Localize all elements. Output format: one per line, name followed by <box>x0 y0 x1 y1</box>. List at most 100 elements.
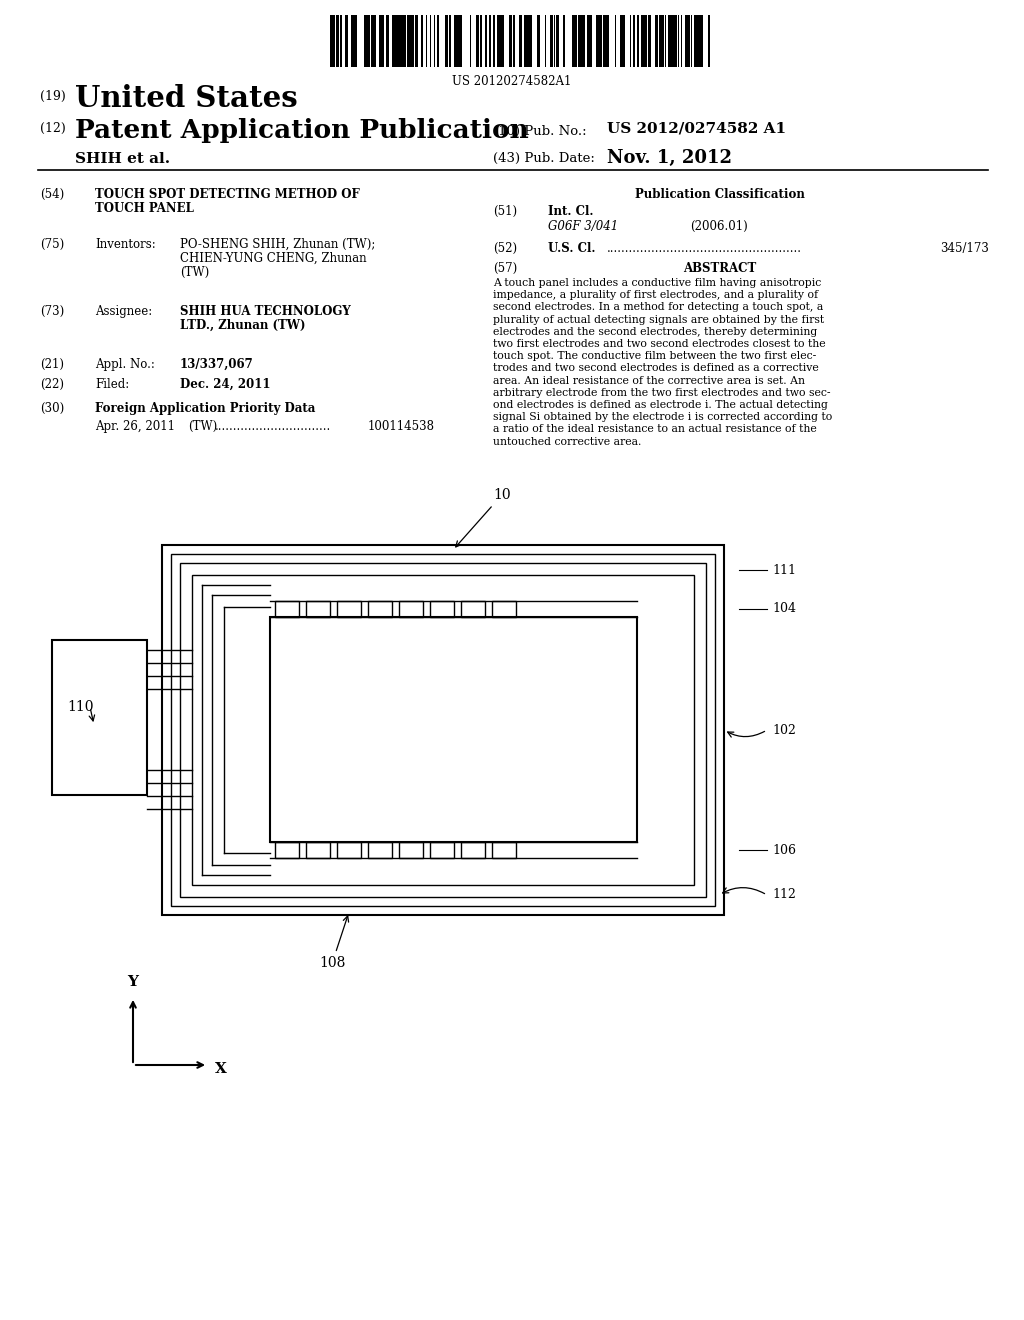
Bar <box>670 15 673 67</box>
Bar <box>461 601 485 616</box>
Bar <box>337 842 361 858</box>
Bar <box>460 15 462 67</box>
Bar <box>485 15 487 67</box>
Text: ABSTRACT: ABSTRACT <box>683 261 757 275</box>
Text: (12): (12) <box>40 121 66 135</box>
Text: (52): (52) <box>493 242 517 255</box>
Text: Y: Y <box>128 975 138 989</box>
Bar <box>403 15 406 67</box>
Text: G06F 3/041: G06F 3/041 <box>548 220 618 234</box>
Bar <box>373 15 376 67</box>
Bar <box>524 15 526 67</box>
Text: (51): (51) <box>493 205 517 218</box>
Bar <box>563 15 565 67</box>
Text: (TW): (TW) <box>180 267 209 279</box>
Text: (2006.01): (2006.01) <box>690 220 748 234</box>
Bar <box>509 15 512 67</box>
Bar <box>492 601 516 616</box>
Bar <box>579 15 581 67</box>
Text: two first electrodes and two second electrodes closest to the: two first electrodes and two second elec… <box>493 339 825 348</box>
Bar <box>606 15 608 67</box>
Text: 110: 110 <box>67 700 93 714</box>
Text: TOUCH SPOT DETECTING METHOD OF: TOUCH SPOT DETECTING METHOD OF <box>95 187 359 201</box>
Bar <box>550 15 553 67</box>
Bar <box>382 15 384 67</box>
Bar <box>399 15 401 67</box>
Bar <box>306 842 330 858</box>
Text: (43) Pub. Date:: (43) Pub. Date: <box>493 152 595 165</box>
Text: Appl. No.:: Appl. No.: <box>95 358 155 371</box>
Bar <box>649 15 651 67</box>
Bar <box>476 15 479 67</box>
Bar <box>399 842 423 858</box>
Text: Filed:: Filed: <box>95 378 129 391</box>
Bar <box>345 15 347 67</box>
Text: SHIH et al.: SHIH et al. <box>75 152 170 166</box>
Text: (75): (75) <box>40 238 65 251</box>
Text: A touch panel includes a conductive film having anisotropic: A touch panel includes a conductive film… <box>493 279 821 288</box>
Bar <box>270 616 637 842</box>
Bar <box>519 15 521 67</box>
Text: ....................................................: ........................................… <box>607 242 802 255</box>
Bar <box>461 842 485 858</box>
Text: (10) Pub. No.:: (10) Pub. No.: <box>493 125 587 139</box>
Bar <box>399 601 423 616</box>
Text: TOUCH PANEL: TOUCH PANEL <box>95 202 194 215</box>
Bar <box>407 15 409 67</box>
Text: Inventors:: Inventors: <box>95 238 156 251</box>
Text: LTD., Zhunan (TW): LTD., Zhunan (TW) <box>180 319 305 333</box>
Bar <box>596 15 599 67</box>
Bar <box>502 15 504 67</box>
Text: (73): (73) <box>40 305 65 318</box>
Bar <box>582 15 585 67</box>
Bar <box>493 15 495 67</box>
Bar <box>687 15 690 67</box>
Text: (22): (22) <box>40 378 63 391</box>
Text: second electrodes. In a method for detecting a touch spot, a: second electrodes. In a method for detec… <box>493 302 823 313</box>
Bar <box>52 640 147 795</box>
Bar <box>458 15 460 67</box>
Bar <box>368 842 392 858</box>
Bar <box>662 15 664 67</box>
Bar <box>430 601 454 616</box>
Bar <box>306 601 330 616</box>
Bar <box>171 554 715 906</box>
Bar <box>337 15 339 67</box>
Bar <box>180 564 706 898</box>
Text: (21): (21) <box>40 358 63 371</box>
Bar <box>538 15 540 67</box>
Text: impedance, a plurality of first electrodes, and a plurality of: impedance, a plurality of first electrod… <box>493 290 818 300</box>
Bar <box>455 15 458 67</box>
Bar <box>673 15 676 67</box>
Bar <box>368 601 392 616</box>
Text: X: X <box>215 1063 227 1076</box>
Text: US 2012/0274582 A1: US 2012/0274582 A1 <box>607 121 786 136</box>
Bar <box>603 15 606 67</box>
Bar <box>492 842 516 858</box>
Bar <box>694 15 697 67</box>
Bar <box>411 15 413 67</box>
Text: Dec. 24, 2011: Dec. 24, 2011 <box>180 378 270 391</box>
Bar <box>526 15 529 67</box>
Bar <box>449 15 451 67</box>
Text: ...............................: ............................... <box>215 420 331 433</box>
Text: ond electrodes is defined as electrode i. The actual detecting: ond electrodes is defined as electrode i… <box>493 400 827 411</box>
Text: (30): (30) <box>40 403 65 414</box>
Text: Nov. 1, 2012: Nov. 1, 2012 <box>607 149 732 168</box>
Bar <box>708 15 710 67</box>
Bar <box>275 601 299 616</box>
Text: 111: 111 <box>772 564 796 577</box>
Text: Apr. 26, 2011: Apr. 26, 2011 <box>95 420 175 433</box>
Text: Publication Classification: Publication Classification <box>635 187 805 201</box>
Bar <box>700 15 703 67</box>
Bar <box>193 576 694 884</box>
Bar <box>668 15 670 67</box>
Bar <box>416 15 418 67</box>
Text: Patent Application Publication: Patent Application Publication <box>75 117 528 143</box>
Bar <box>641 15 644 67</box>
Text: trodes and two second electrodes is defined as a corrective: trodes and two second electrodes is defi… <box>493 363 819 374</box>
Text: 102: 102 <box>772 723 796 737</box>
Text: SHIH HUA TECHNOLOGY: SHIH HUA TECHNOLOGY <box>180 305 351 318</box>
Text: electrodes and the second electrodes, thereby determining: electrodes and the second electrodes, th… <box>493 327 817 337</box>
Bar <box>620 15 622 67</box>
